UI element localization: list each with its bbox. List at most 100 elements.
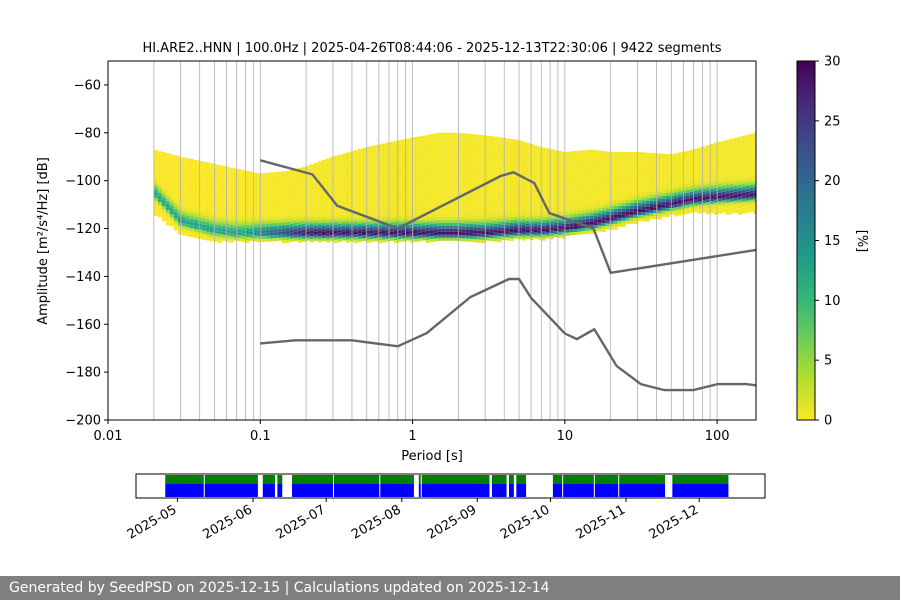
heatmap-cell (469, 227, 474, 230)
heatmap-cell (377, 150, 382, 154)
heatmap-cell (309, 203, 314, 207)
heatmap-cell (657, 198, 662, 202)
heatmap-cell (161, 170, 166, 174)
heatmap-cell (657, 216, 662, 220)
heatmap-cell (461, 187, 466, 191)
heatmap-cell (545, 232, 550, 236)
heatmap-cell (285, 176, 290, 180)
heatmap-cell (521, 171, 526, 175)
heatmap-cell (369, 206, 374, 210)
heatmap-cell (193, 169, 198, 172)
heatmap-cell (293, 225, 298, 229)
heatmap-cell (329, 220, 334, 224)
heatmap-cell (389, 147, 394, 151)
heatmap-cell (457, 189, 462, 193)
heatmap-cell (305, 180, 310, 184)
heatmap-cell (369, 233, 374, 237)
heatmap-cell (573, 157, 578, 160)
heatmap-cell (689, 176, 694, 180)
heatmap-cell (277, 216, 282, 220)
heatmap-cell (717, 192, 722, 196)
heatmap-cell (393, 222, 398, 225)
heatmap-cell (461, 211, 466, 215)
heatmap-cell (181, 196, 186, 200)
heatmap-cell (617, 184, 622, 188)
heatmap-cell (673, 195, 678, 199)
heatmap-cell (521, 183, 526, 187)
heatmap-cell (517, 176, 522, 180)
heatmap-cell (481, 198, 486, 202)
heatmap-cell (597, 216, 602, 220)
heatmap-cell (721, 197, 726, 201)
heatmap-cell (397, 212, 402, 216)
heatmap-cell (417, 178, 422, 182)
heatmap-cell (393, 144, 398, 147)
heatmap-cell (213, 221, 218, 225)
heatmap-cell (281, 213, 286, 217)
heatmap-cell (633, 214, 638, 218)
heatmap-cell (497, 209, 502, 213)
heatmap-cell (189, 159, 194, 163)
heatmap-cell (533, 232, 538, 236)
heatmap-cell (473, 236, 478, 240)
heatmap-cell (173, 224, 178, 228)
heatmap-cell (673, 192, 678, 196)
heatmap-cell (361, 160, 366, 163)
heatmap-cell (449, 165, 454, 169)
heatmap-cell (345, 239, 350, 243)
heatmap-cell (737, 205, 742, 209)
heatmap-cell (485, 144, 490, 148)
heatmap-cell (577, 195, 582, 199)
heatmap-cell (649, 171, 654, 174)
heatmap-cell (161, 191, 166, 195)
heatmap-cell (169, 205, 174, 209)
heatmap-cell (369, 203, 374, 207)
heatmap-cell (325, 167, 330, 171)
heatmap-cell (469, 179, 474, 182)
heatmap-cell (293, 198, 298, 202)
heatmap-cell (669, 178, 674, 182)
heatmap-cell (485, 168, 490, 172)
heatmap-cell (241, 215, 246, 219)
heatmap-cell (221, 174, 226, 178)
heatmap-cell (189, 213, 194, 217)
heatmap-cell (325, 224, 330, 228)
heatmap-cell (521, 231, 526, 235)
heatmap-cell (201, 167, 206, 171)
heatmap-cell (213, 239, 218, 243)
heatmap-cell (537, 170, 542, 174)
heatmap-cell (701, 152, 706, 156)
availability-segment-blue (552, 484, 666, 497)
heatmap-cell (465, 175, 470, 179)
heatmap-cell (701, 194, 706, 198)
heatmap-cell (297, 200, 302, 204)
heatmap-cell (325, 185, 330, 189)
heatmap-cell (545, 148, 550, 152)
heatmap-cell (497, 215, 502, 219)
heatmap-cell (525, 232, 530, 236)
heatmap-cell (613, 196, 618, 200)
heatmap-cell (233, 177, 238, 181)
heatmap-cell (569, 154, 574, 158)
heatmap-cell (437, 183, 442, 187)
heatmap-cell (661, 192, 666, 196)
heatmap-cell (449, 225, 454, 229)
heatmap-cell (397, 182, 402, 186)
heatmap-cell (501, 179, 506, 183)
heatmap-cell (453, 177, 458, 181)
heatmap-cell (453, 207, 458, 211)
heatmap-cell (749, 145, 754, 149)
heatmap-cell (585, 194, 590, 198)
heatmap-cell (501, 170, 506, 174)
heatmap-cell (373, 187, 378, 191)
heatmap-cell (509, 169, 514, 172)
heatmap-cell (397, 197, 402, 201)
heatmap-cell (605, 190, 610, 194)
heatmap-cell (365, 179, 370, 183)
heatmap-cell (669, 187, 674, 191)
heatmap-cell (169, 196, 174, 200)
heatmap-cell (205, 171, 210, 175)
heatmap-cell (597, 219, 602, 223)
heatmap-cell (645, 161, 650, 165)
heatmap-cell (341, 156, 346, 160)
